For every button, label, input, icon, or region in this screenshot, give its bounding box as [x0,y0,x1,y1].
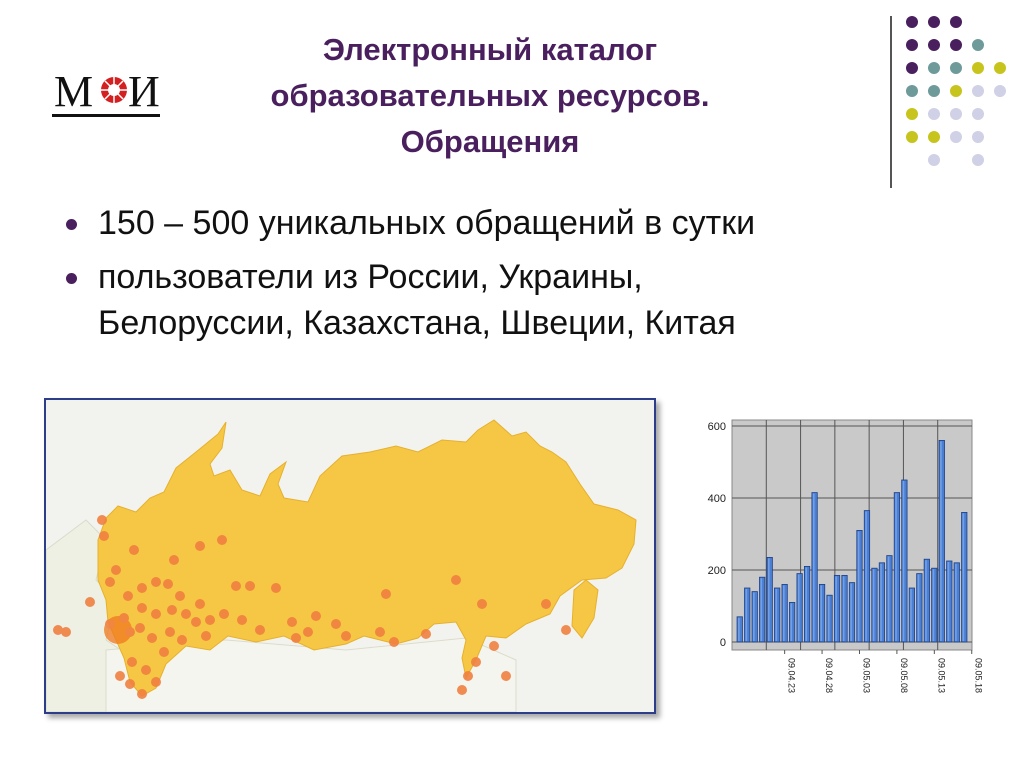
bar [863,510,871,643]
bar [938,440,945,643]
bar-highlight [827,596,830,641]
visitors-map [44,398,656,714]
bar [893,492,900,643]
bar [744,587,751,643]
bar-highlight [955,563,957,641]
bar [826,594,833,643]
bar-highlight [842,576,845,641]
bar [946,560,953,643]
bullet-text: 150 – 500 уникальных обращений в сутки [98,204,756,242]
y-axis: 0 200 400 600 [708,421,726,649]
bar [833,574,841,643]
x-axis: 09.04.23 09.04.28 09.05.03 09.05.08 09.05.13… [784,650,984,693]
bar [841,574,848,643]
x-tick-label: 09.05.08 [899,658,909,693]
bar-highlight [917,574,920,641]
bar [931,567,938,643]
x-tick-label: 09.04.28 [824,658,834,693]
bar-highlight [857,531,860,641]
bar [796,573,803,643]
title-line-3: Обращения [400,124,580,159]
bar-highlight [880,563,882,641]
bar [878,562,886,643]
bar-highlight [835,576,837,641]
title-line-2: образовательных ресурсов. [270,78,710,113]
bar [766,556,773,643]
bar [961,512,968,643]
bar-highlight [940,441,942,641]
bar-highlight [902,481,905,641]
bullet-list: 150 – 500 уникальных обращений в сутки п… [62,200,962,354]
bar [789,601,796,643]
bar-highlight [760,578,763,641]
bar [736,616,743,643]
bar-series [736,440,968,643]
bar-highlight [887,556,890,641]
bar [916,573,923,643]
bar-highlight [872,569,875,641]
bar-highlight [850,583,852,641]
bar [908,587,915,643]
bar-highlight [738,617,740,641]
x-tick-label: 09.05.18 [974,658,984,693]
bar-highlight [797,574,800,641]
bar [751,591,758,643]
bullet-marker [66,273,77,284]
bar-highlight [910,589,912,641]
bar-highlight [932,569,935,641]
bar-highlight [767,558,770,641]
bar-highlight [962,513,965,641]
bar [901,479,908,643]
bar-highlight [925,560,927,641]
bar-highlight [812,493,815,641]
russia-map-icon [46,419,637,712]
bar [886,555,893,643]
decorative-dot-grid [906,16,1006,166]
bullet-text: Белоруссии, Казахстана, Швеции, Китая [98,304,736,342]
bar [774,587,781,643]
logo-sun-icon [101,77,127,103]
title-line-1: Электронный каталог [322,32,658,67]
bullet-text: пользователи из России, Украины, [98,258,643,296]
bar [923,558,930,643]
mei-logo: М И [52,67,160,117]
bar-highlight [895,493,897,641]
bullet-marker [66,219,77,230]
bar [818,583,826,643]
bullet-item: пользователи из России, Украины, Белорус… [62,254,962,346]
bar-highlight [865,511,867,641]
slide-title: Электронный каталог образовательных ресу… [230,27,750,165]
y-tick-label: 200 [708,565,726,577]
bar [848,582,856,643]
logo-letter-i: И [128,67,160,116]
bar [811,492,818,643]
bar [871,567,878,643]
bar-highlight [820,585,822,641]
bar-highlight [805,567,808,641]
bar [781,583,788,643]
bar-highlight [745,589,748,641]
bar-highlight [775,589,778,641]
visitor-dots [53,515,571,699]
bullet-item: 150 – 500 уникальных обращений в сутки [62,200,962,246]
bar-highlight [782,585,785,641]
x-tick-label: 09.05.13 [936,658,946,693]
bar-highlight [947,562,950,641]
bar [759,576,766,643]
y-tick-label: 400 [708,493,726,505]
daily-visits-chart: 0 200 400 600 09.04.23 09.04.28 09.05.03 09.05… [708,419,984,693]
decorative-divider [890,16,892,188]
x-tick-label: 09.05.03 [861,658,871,693]
bar [953,562,960,643]
x-tick-label: 09.04.23 [787,658,797,693]
bar [856,530,863,643]
bar [804,565,811,643]
logo-letter-m: М [54,67,93,116]
bar-highlight [753,592,755,641]
y-tick-label: 600 [708,421,726,433]
y-tick-label: 0 [720,637,726,649]
bar-highlight [790,603,793,641]
